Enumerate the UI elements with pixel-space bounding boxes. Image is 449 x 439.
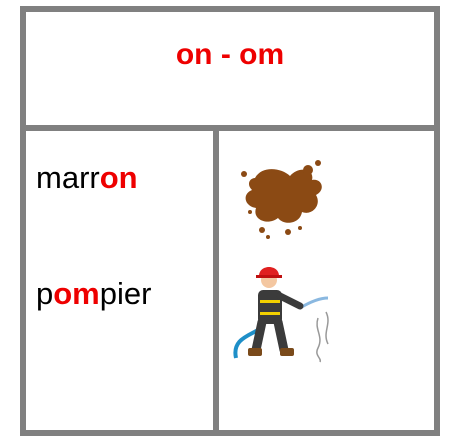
mud-splash-picture bbox=[241, 160, 322, 239]
word-part: pier bbox=[99, 276, 152, 311]
splash-blob bbox=[245, 169, 322, 223]
stripe bbox=[260, 312, 280, 315]
firefighter-picture bbox=[233, 267, 329, 363]
stripe bbox=[260, 300, 280, 303]
helmet-brim bbox=[256, 275, 282, 278]
splash-drop bbox=[315, 160, 321, 166]
boot bbox=[248, 348, 262, 356]
splash-drop bbox=[259, 227, 265, 233]
sound-part: on bbox=[99, 160, 138, 195]
splash-drop bbox=[298, 226, 302, 230]
boot bbox=[280, 348, 294, 356]
sound-part: om bbox=[53, 276, 100, 311]
body bbox=[258, 290, 282, 324]
splash-drop bbox=[241, 171, 247, 177]
splash-drop bbox=[303, 165, 313, 175]
word-part: p bbox=[36, 276, 54, 311]
outer-border bbox=[20, 6, 440, 436]
helmet bbox=[259, 267, 279, 276]
splash-drop bbox=[248, 210, 252, 214]
title: on - om bbox=[175, 38, 285, 71]
water-jet bbox=[299, 296, 329, 310]
splash-drop bbox=[266, 235, 270, 239]
word: pompier bbox=[36, 276, 151, 312]
legs bbox=[251, 317, 289, 355]
word-part: marr bbox=[36, 160, 100, 195]
word: marron bbox=[36, 160, 138, 196]
smoke bbox=[316, 311, 329, 363]
splash-drop bbox=[285, 229, 291, 235]
arm bbox=[276, 292, 304, 310]
